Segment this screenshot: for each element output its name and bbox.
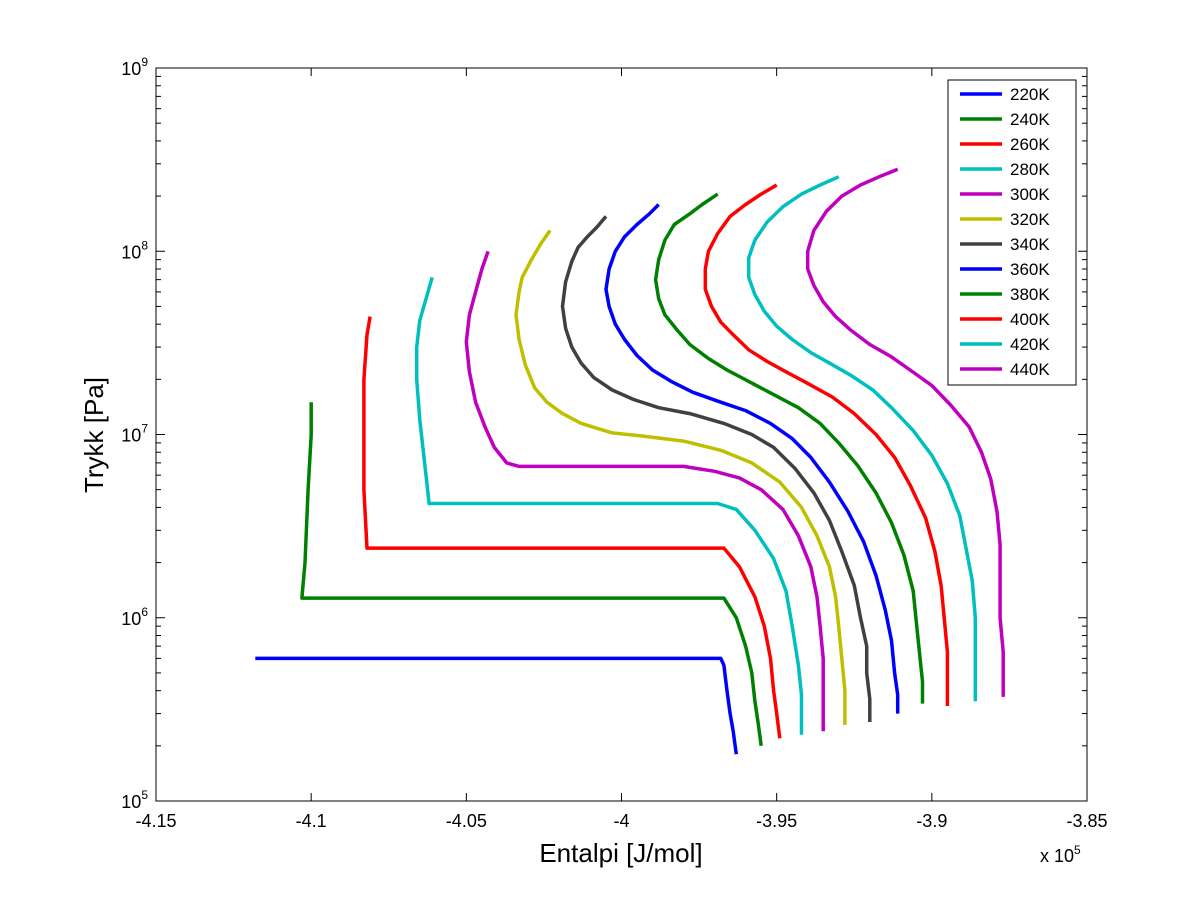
y-axis-label: Trykk [Pa]	[79, 377, 109, 493]
x-tick-labels: -4.15 -4.1 -4.05 -4 -3.95 -3.9 -3.85	[135, 811, 1107, 831]
series-line-400K	[703, 183, 950, 706]
series-line-360K	[604, 203, 900, 714]
x-tick-label: -3.9	[916, 811, 947, 831]
series-line-320K	[514, 229, 847, 725]
y-tick-exp: 5	[141, 788, 148, 802]
series-line-240K	[300, 402, 763, 747]
y-tick-exp: 9	[141, 55, 148, 69]
x-tick-label: -3.95	[756, 811, 797, 831]
y-tick-base: 10	[121, 242, 141, 262]
y-tick-base: 10	[121, 609, 141, 629]
legend-label: 300K	[1010, 185, 1050, 204]
series-line-420K	[746, 175, 978, 702]
y-tick-label: 108	[121, 238, 148, 262]
y-tick-base: 10	[121, 792, 141, 812]
series-line-300K	[464, 250, 825, 732]
legend-label: 420K	[1010, 335, 1050, 354]
x-multiplier: x 105	[1040, 843, 1081, 866]
axis-ticks	[155, 67, 1088, 802]
x-tick-label: -4.05	[446, 811, 487, 831]
x-axis-label: Entalpi [J/mol]	[539, 838, 702, 868]
x-tick-label: -4.1	[296, 811, 327, 831]
legend-label: 240K	[1010, 110, 1050, 129]
y-tick-base: 10	[121, 426, 141, 446]
series-line-220K	[255, 656, 739, 755]
x-tick-label: -4.15	[135, 811, 176, 831]
x-tick-label: -4	[613, 811, 629, 831]
y-tick-label: 109	[121, 55, 148, 79]
series-line-440K	[805, 167, 1005, 697]
legend-label: 320K	[1010, 210, 1050, 229]
legend-label: 260K	[1010, 135, 1050, 154]
legend-label: 280K	[1010, 160, 1050, 179]
x-multiplier-base: x 10	[1040, 846, 1074, 866]
series-line-280K	[414, 276, 804, 735]
y-tick-label: 107	[121, 422, 148, 446]
legend-label: 380K	[1010, 285, 1050, 304]
legend-label: 400K	[1010, 310, 1050, 329]
series-line-380K	[653, 192, 925, 704]
x-multiplier-exp: 5	[1074, 843, 1081, 857]
legend-label: 360K	[1010, 260, 1050, 279]
y-tick-exp: 8	[141, 238, 148, 252]
y-tick-exp: 7	[141, 422, 148, 436]
series-line-260K	[362, 316, 782, 739]
y-tick-exp: 6	[141, 605, 148, 619]
series-line-340K	[560, 215, 872, 722]
y-tick-base: 10	[121, 59, 141, 79]
x-tick-label: -3.85	[1066, 811, 1107, 831]
series-lines	[255, 167, 1005, 755]
legend-box	[947, 79, 1077, 386]
legend: 220K 240K 260K 280K 300K 320K 340K 360K 380K 400K…	[947, 79, 1077, 386]
y-tick-label: 105	[121, 788, 148, 812]
y-tick-label: 106	[121, 605, 148, 629]
legend-label: 220K	[1010, 85, 1050, 104]
legend-label: 340K	[1010, 235, 1050, 254]
legend-label: 440K	[1010, 360, 1050, 379]
